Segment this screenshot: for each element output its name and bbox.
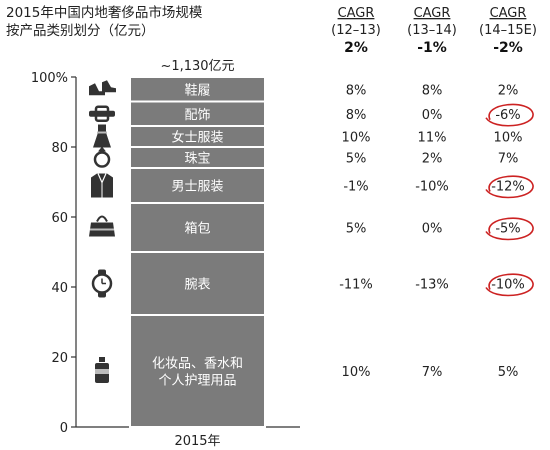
dress-icon	[93, 124, 111, 148]
cagr-value: 10%	[342, 131, 371, 146]
cagr-header: CAGR	[338, 6, 375, 21]
segment-label: 鞋履	[184, 82, 210, 98]
cagr-total: -2%	[493, 40, 523, 56]
cagr-value: 0%	[422, 222, 443, 237]
cagr-value: 10%	[342, 365, 371, 380]
cagr-header: CAGR	[414, 6, 451, 21]
y-tick-label: 60	[51, 211, 68, 226]
cagr-value: -6%	[495, 108, 520, 123]
bar-segment	[129, 100, 266, 127]
bar-segment	[129, 76, 266, 103]
cagr-value: 5%	[346, 152, 367, 167]
segment-label: 珠宝	[184, 152, 210, 167]
y-tick-label: 0	[60, 421, 68, 436]
y-tick-label: 40	[51, 281, 68, 296]
highlight-circle	[485, 273, 534, 297]
cagr-total: 2%	[344, 40, 368, 56]
x-category-label: 2015年	[174, 434, 220, 449]
cagr-value: -10%	[491, 278, 525, 293]
cagr-period: (14–15E)	[479, 23, 537, 38]
handbag-icon	[89, 215, 115, 237]
cagr-total: -1%	[417, 40, 447, 56]
cagr-value: 7%	[498, 152, 519, 167]
y-tick-label: 100%	[31, 71, 68, 86]
cagr-value: -13%	[415, 278, 449, 293]
cagr-value: 8%	[422, 83, 443, 98]
bar-segment	[129, 202, 266, 253]
segment-label: 配饰	[184, 108, 210, 123]
segment-label: 箱包	[184, 221, 210, 237]
segment-label: 女士服装	[171, 130, 223, 146]
mens-jacket-icon	[91, 173, 113, 198]
belt-icon	[89, 105, 115, 122]
cagr-period: (13–14)	[407, 23, 457, 38]
chart-title-line: 2015年中国内地奢侈品市场规模	[6, 4, 203, 21]
segment-label: 化妆品、香水和	[152, 357, 243, 372]
segment-label: 个人护理用品	[158, 374, 236, 389]
y-tick-label: 20	[51, 351, 68, 366]
cagr-value: 8%	[346, 83, 367, 98]
cagr-value: 2%	[498, 83, 519, 98]
highlight-circle	[485, 217, 534, 241]
highlight-circle	[485, 103, 534, 127]
cagr-value: -11%	[339, 278, 373, 293]
cagr-value: 0%	[422, 108, 443, 123]
segment-label: 腕表	[184, 277, 210, 293]
cagr-value: -10%	[415, 180, 449, 195]
cagr-header: CAGR	[490, 6, 527, 21]
watch-icon	[91, 269, 113, 298]
cagr-value: -5%	[495, 222, 520, 237]
chart-title-line: 按产品类别划分（亿元）	[6, 23, 155, 39]
shoes-icon	[89, 80, 116, 96]
y-tick-label: 80	[51, 141, 68, 156]
bar-segment	[129, 167, 266, 204]
cagr-value: 7%	[422, 365, 443, 380]
perfume-bottle-icon	[95, 357, 109, 383]
cagr-value: 8%	[346, 108, 367, 123]
cagr-value: -12%	[491, 180, 525, 195]
bar-segment	[129, 314, 266, 428]
ring-icon	[93, 146, 111, 168]
cagr-value: 5%	[498, 365, 519, 380]
cagr-value: 11%	[418, 131, 447, 146]
bar-segment	[129, 251, 266, 316]
cagr-value: -1%	[343, 180, 368, 195]
segment-label: 男士服装	[171, 180, 223, 195]
cagr-value: 2%	[422, 152, 443, 167]
cagr-value: 10%	[494, 131, 523, 146]
cagr-value: 5%	[346, 222, 367, 237]
cagr-period: (12–13)	[331, 23, 381, 38]
bar-total-label: ~1,130亿元	[160, 59, 234, 74]
highlight-circle	[485, 175, 534, 199]
